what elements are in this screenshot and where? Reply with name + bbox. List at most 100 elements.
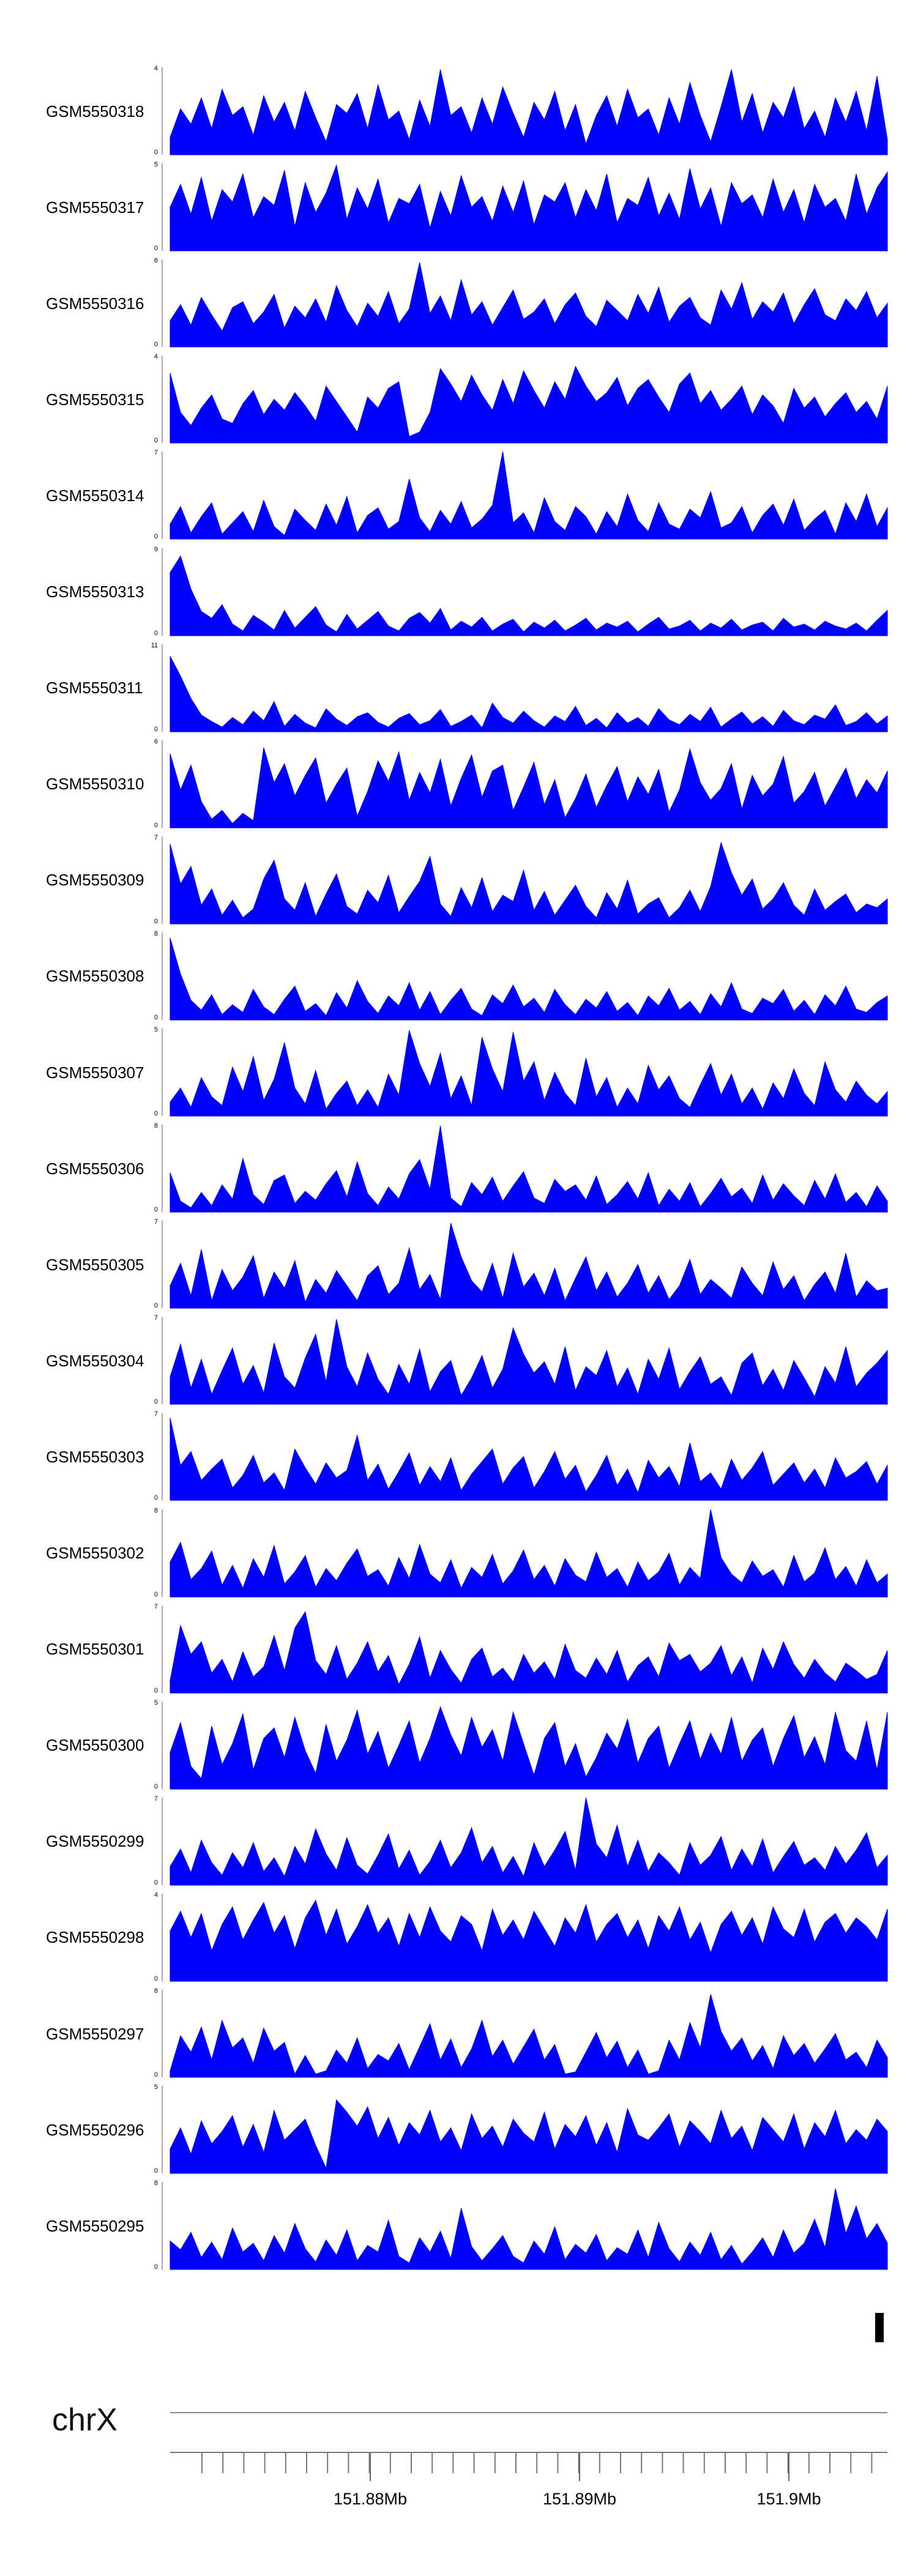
y-max-label: 4 (154, 353, 158, 361)
y-min-label: 0 (154, 629, 158, 637)
y-max-label: 6 (154, 737, 158, 745)
y-max-label: 7 (154, 1410, 158, 1418)
track-GSM5550310 (162, 740, 888, 828)
coverage-area (170, 1610, 888, 1694)
y-min-label: 0 (154, 341, 158, 349)
y-min-label: 0 (154, 1110, 158, 1117)
track-GSM5550309 (162, 836, 888, 925)
track-GSM5550315 (162, 356, 888, 444)
y-min-label: 0 (154, 1975, 158, 1982)
track-label: GSM5550315 (46, 390, 144, 409)
coverage-area (170, 69, 888, 155)
track-GSM5550295 (162, 2182, 888, 2270)
track-GSM5550311 (162, 644, 888, 732)
y-min-label: 0 (154, 1782, 158, 1790)
y-min-label: 0 (154, 1494, 158, 1502)
y-max-label: 8 (154, 929, 158, 937)
y-min-label: 0 (154, 149, 158, 156)
track-label: GSM5550295 (46, 2216, 144, 2235)
y-max-label: 7 (154, 1218, 158, 1226)
coverage-area (170, 1705, 888, 1790)
coverage-area (170, 2188, 888, 2270)
track-label: GSM5550310 (46, 775, 144, 794)
track-label: GSM5550298 (46, 1928, 144, 1947)
coverage-area (170, 555, 888, 636)
y-max-label: 8 (154, 1987, 158, 1995)
y-max-label: 4 (154, 65, 158, 72)
coverage-area (170, 164, 888, 251)
track-label: GSM5550299 (46, 1832, 144, 1851)
chromosome-label: chrX (52, 2402, 118, 2438)
coverage-area (170, 1030, 888, 1117)
x-tick-label: 151.88Mb (334, 2490, 407, 2508)
track-GSM5550318 (162, 67, 888, 155)
coverage-area (170, 365, 888, 444)
y-min-label: 0 (154, 1590, 158, 1598)
track-label: GSM5550304 (46, 1351, 144, 1370)
track-GSM5550304 (162, 1317, 888, 1405)
y-max-label: 7 (154, 1314, 158, 1322)
coverage-area (170, 1509, 888, 1597)
coverage-area (170, 937, 888, 1021)
y-min-label: 0 (154, 437, 158, 445)
track-label: GSM5550318 (46, 102, 144, 121)
y-max-label: 5 (154, 1699, 158, 1707)
track-label: GSM5550296 (46, 2120, 144, 2139)
track-GSM5550314 (162, 452, 888, 540)
track-label: GSM5550317 (46, 198, 144, 217)
coverage-area (170, 1319, 888, 1405)
y-max-label: 5 (154, 2083, 158, 2091)
y-max-label: 7 (154, 449, 158, 457)
coverage-tracks: GSM5550318 4 0 GSM5550317 5 0 GSM5550316 6 0 GSM5… (46, 65, 888, 2271)
y-max-label: 7 (154, 833, 158, 841)
y-max-label: 6 (154, 257, 158, 265)
track-GSM5550300 (162, 1701, 888, 1790)
coverage-area (170, 1797, 888, 1886)
y-min-label: 0 (154, 1686, 158, 1694)
y-min-label: 0 (154, 245, 158, 253)
coverage-area (170, 1223, 888, 1309)
y-max-label: 7 (154, 1603, 158, 1610)
y-max-label: 8 (154, 1506, 158, 1514)
y-min-label: 0 (154, 1398, 158, 1406)
track-label: GSM5550301 (46, 1640, 144, 1659)
x-tick-label: 151.89Mb (543, 2490, 616, 2508)
genome-axis: 151.88Mb 151.89Mb 151.9Mb (170, 2313, 887, 2508)
coverage-area (170, 1899, 888, 1982)
y-max-label: 4 (154, 1891, 158, 1899)
y-max-label: 7 (154, 1795, 158, 1803)
y-min-label: 0 (154, 2167, 158, 2175)
track-GSM5550306 (162, 1125, 888, 1213)
coverage-area (170, 1994, 888, 2078)
y-max-label: 8 (154, 2180, 158, 2187)
y-min-label: 0 (154, 821, 158, 829)
track-GSM5550307 (162, 1029, 888, 1117)
y-min-label: 0 (154, 2071, 158, 2079)
track-GSM5550308 (162, 932, 888, 1021)
coverage-area (170, 1418, 888, 1501)
track-GSM5550299 (162, 1797, 888, 1886)
y-max-label: 5 (154, 161, 158, 169)
track-GSM5550296 (162, 2086, 888, 2174)
track-GSM5550317 (162, 163, 888, 251)
track-label: GSM5550307 (46, 1063, 144, 1082)
track-GSM5550302 (162, 1509, 888, 1597)
y-min-label: 0 (154, 1878, 158, 1886)
y-max-label: 9 (154, 545, 158, 553)
y-min-label: 0 (154, 2263, 158, 2271)
coverage-area (170, 655, 888, 732)
track-label: GSM5550308 (46, 967, 144, 986)
coverage-area (170, 262, 888, 348)
track-label: GSM5550300 (46, 1736, 144, 1755)
track-label: GSM5550303 (46, 1447, 144, 1466)
gene-feature-marker (875, 2313, 884, 2342)
track-GSM5550301 (162, 1605, 888, 1694)
track-GSM5550298 (162, 1893, 888, 1982)
track-GSM5550316 (162, 259, 888, 348)
track-GSM5550297 (162, 1990, 888, 2078)
y-max-label: 5 (154, 1026, 158, 1033)
y-max-label: 11 (151, 641, 158, 649)
coverage-area (170, 747, 888, 828)
track-label: GSM5550302 (46, 1544, 144, 1562)
track-label: GSM5550309 (46, 871, 144, 890)
